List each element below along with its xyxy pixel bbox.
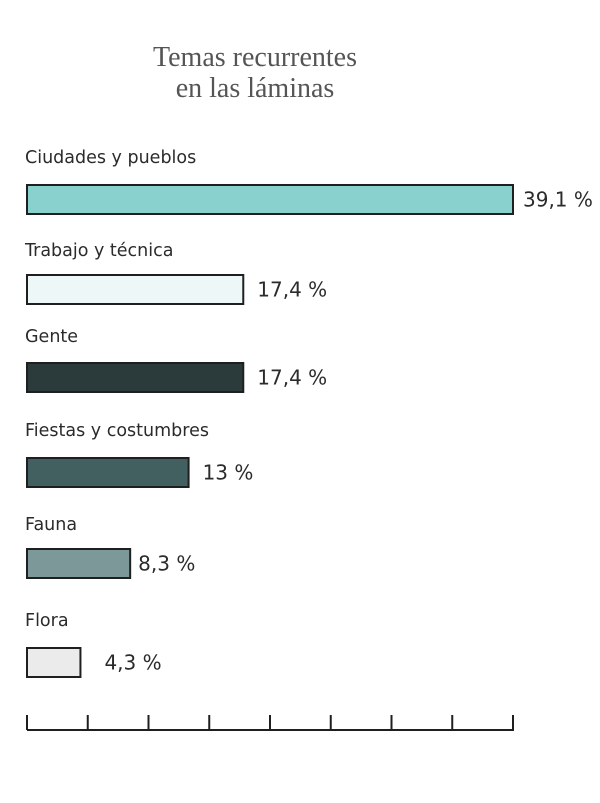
value-label: 17,4 % <box>257 366 327 390</box>
bar <box>26 362 245 393</box>
category-label: Fauna <box>25 515 77 535</box>
bar <box>26 548 132 579</box>
chart-title-line-2: en las láminas <box>175 73 335 104</box>
category-label: Fiestas y costumbres <box>25 421 209 441</box>
value-label: 17,4 % <box>257 278 327 302</box>
chart-title: Temas recurrentes en las láminas <box>0 42 510 104</box>
bar <box>26 647 82 678</box>
chart-title-line-1: Temas recurrentes <box>152 42 358 73</box>
category-label: Ciudades y pueblos <box>25 148 196 168</box>
bar <box>26 184 514 215</box>
value-label: 39,1 % <box>523 188 593 212</box>
category-label: Trabajo y técnica <box>24 241 173 261</box>
value-label: 4,3 % <box>104 651 161 675</box>
bar <box>26 457 190 488</box>
bar <box>26 274 245 305</box>
category-label: Flora <box>25 611 69 631</box>
category-label: Gente <box>25 327 78 347</box>
value-label: 13 % <box>203 461 254 485</box>
value-label: 8,3 % <box>138 552 195 576</box>
